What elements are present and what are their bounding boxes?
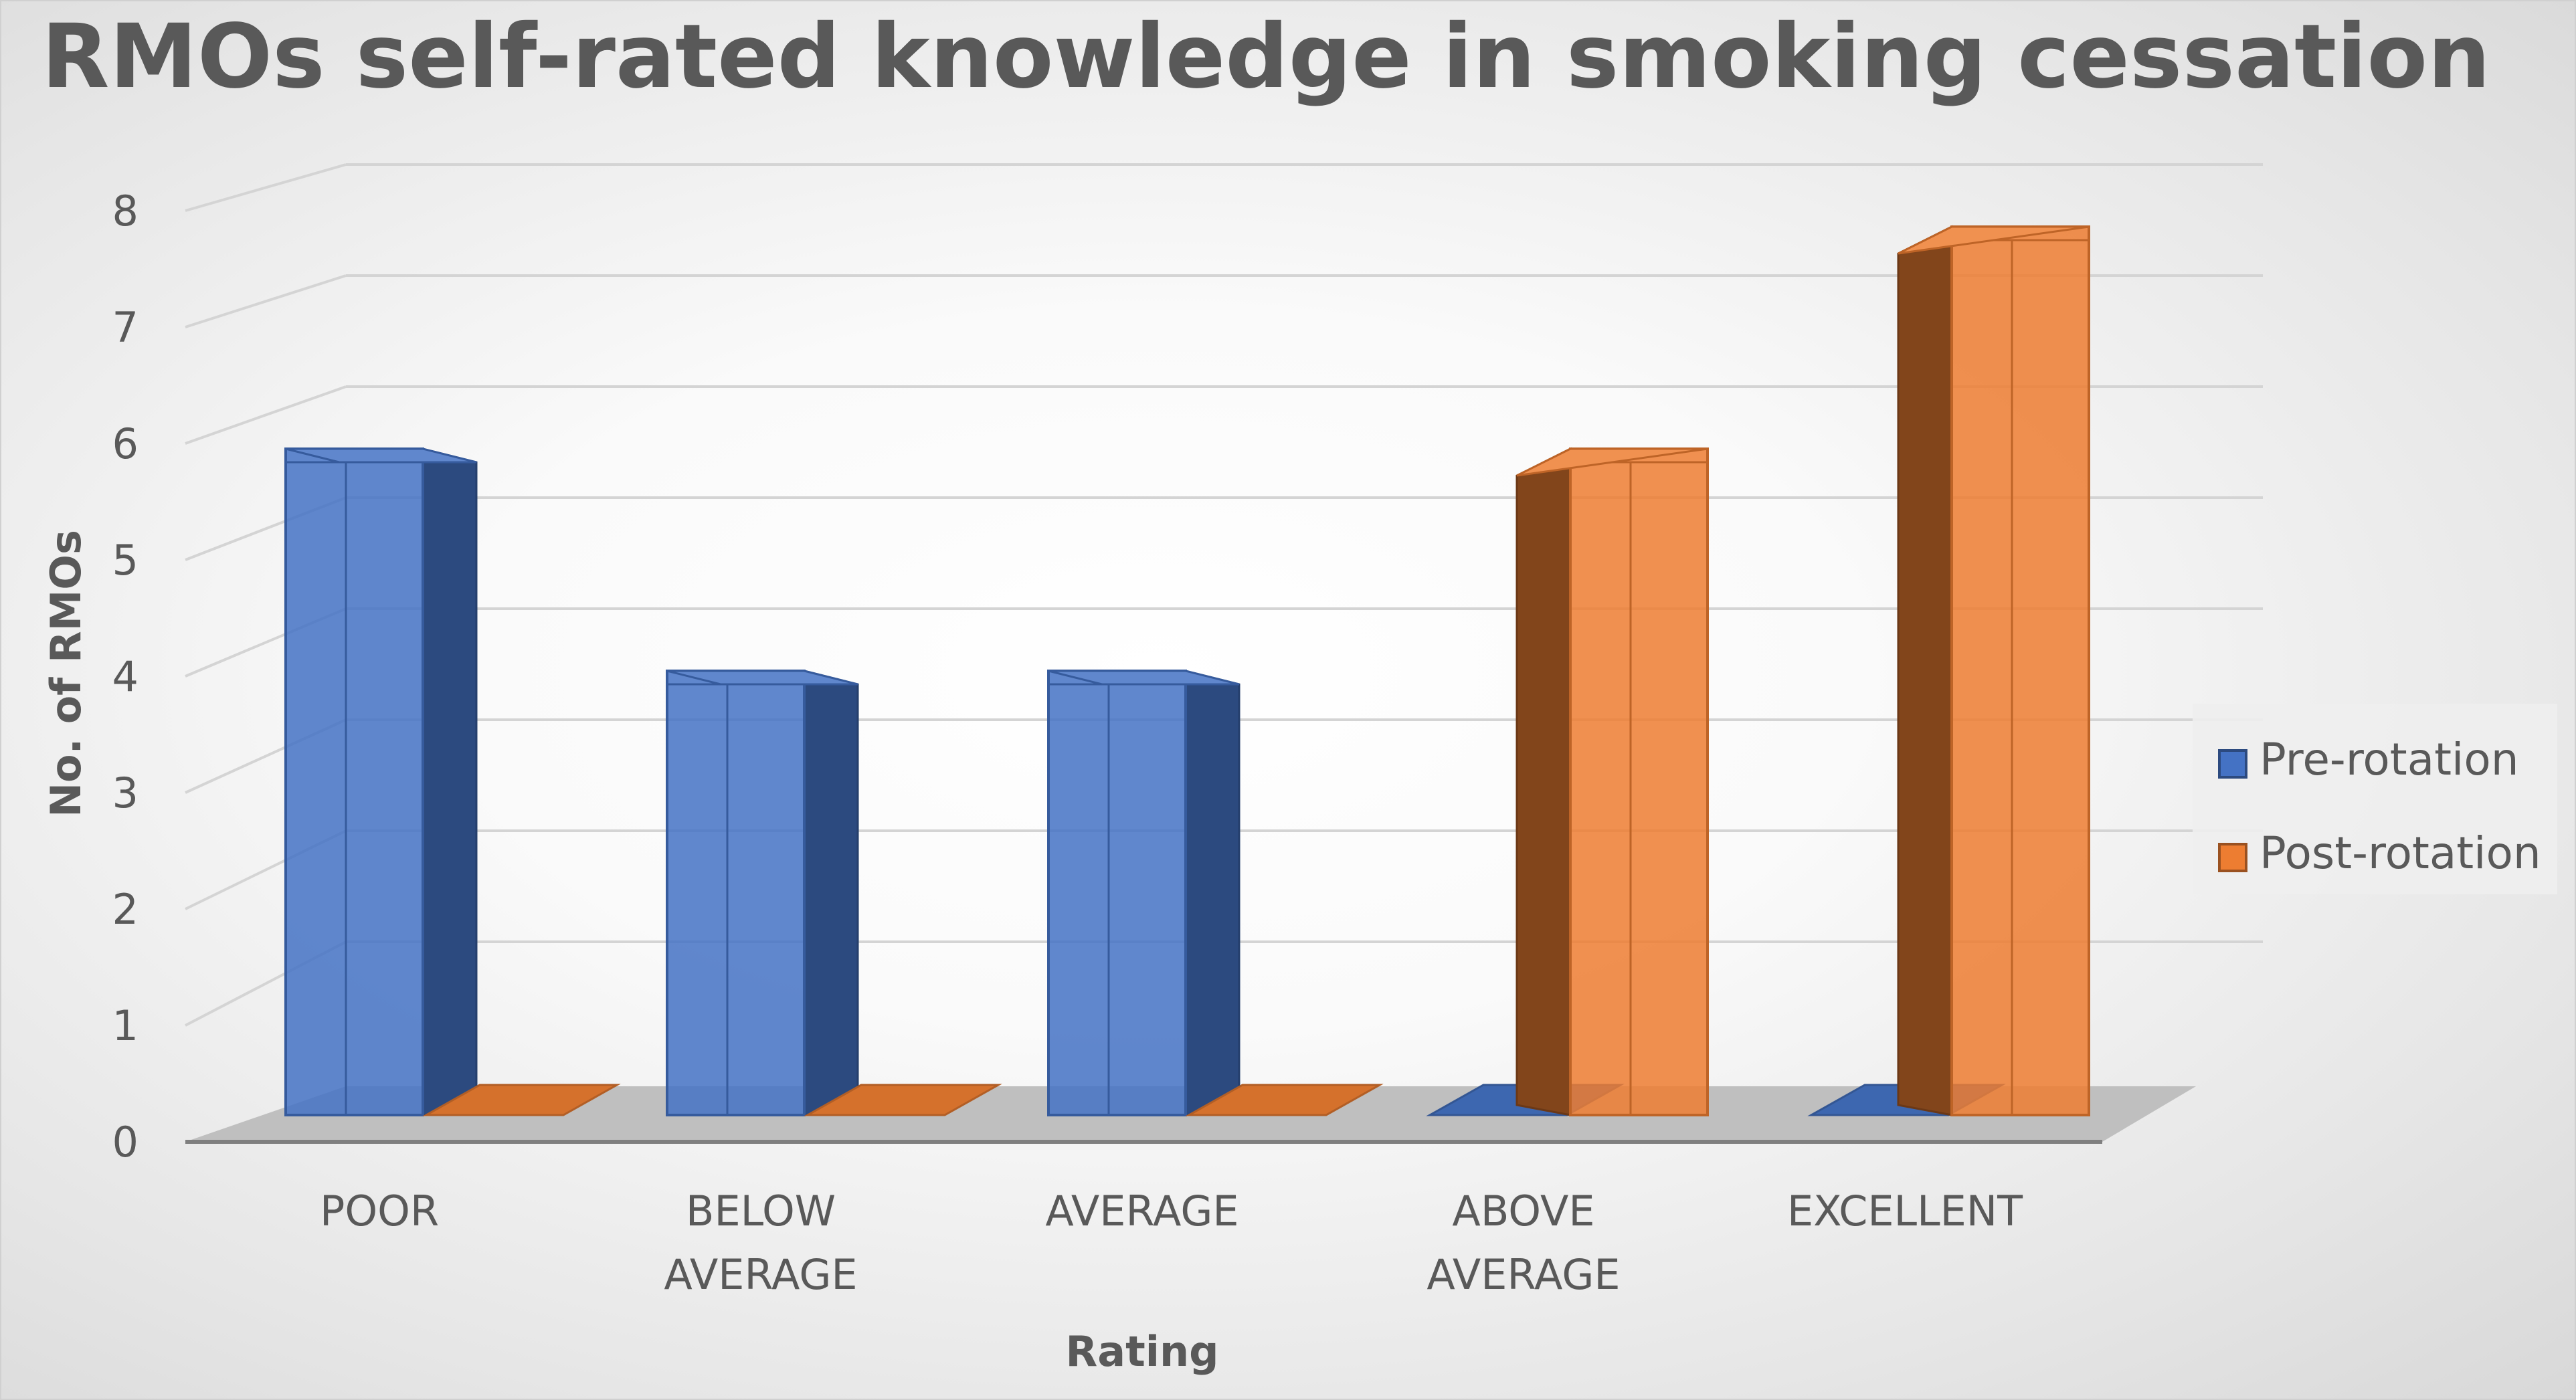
bar-pre-0	[284, 447, 478, 1116]
bar-front	[666, 670, 806, 1116]
chart-title: RMOs self-rated knowledge in smoking ces…	[41, 5, 2490, 108]
x-category-line: ABOVE	[1452, 1187, 1594, 1235]
bar-top	[285, 447, 477, 464]
bar-top	[1516, 447, 1708, 477]
y-tick-label: 3	[112, 769, 139, 817]
bar-top	[1048, 670, 1240, 686]
x-category-line: AVERAGE	[1045, 1187, 1238, 1235]
bar-front	[1950, 225, 2090, 1116]
x-category-line: BELOW	[686, 1187, 836, 1235]
bar-side	[1515, 447, 1572, 1116]
bar-top	[1898, 225, 2090, 255]
x-category-label: AVERAGE	[1045, 1187, 1238, 1235]
x-category-label: BELOW AVERAGE	[664, 1187, 857, 1299]
bar-side	[422, 447, 478, 1116]
y-tick-label: 4	[112, 652, 139, 701]
legend-label-1: Post-rotation	[2260, 827, 2541, 879]
bar-flat	[1185, 1084, 1384, 1116]
x-axis-title: Rating	[1066, 1327, 1219, 1376]
x-category-line: POOR	[320, 1187, 439, 1235]
y-axis-title: No. of RMOs	[41, 530, 90, 817]
bar-post-4	[1897, 225, 2090, 1116]
bar-pre-1	[666, 670, 859, 1116]
x-category-line: EXCELLENT	[1787, 1187, 2023, 1235]
legend-label-0: Pre-rotation	[2260, 734, 2519, 785]
bar-front	[1047, 670, 1187, 1116]
bar-pre-2	[1047, 670, 1240, 1116]
x-category-line: AVERAGE	[664, 1250, 857, 1299]
bar-front	[1569, 447, 1709, 1116]
bar-flat	[422, 1084, 621, 1116]
bar-side	[1184, 670, 1240, 1116]
y-tick-label: 0	[112, 1118, 139, 1167]
bar-top	[666, 670, 858, 686]
x-category-label: EXCELLENT	[1787, 1187, 2023, 1235]
bar-post-0	[422, 1084, 621, 1116]
y-tick-label: 8	[112, 187, 139, 235]
legend: Pre-rotation Post-rotation	[2193, 704, 2557, 894]
y-tick-label: 5	[112, 536, 139, 585]
bar-post-3	[1515, 447, 1709, 1116]
x-category-line: AVERAGE	[1427, 1250, 1620, 1299]
bar-front	[284, 447, 424, 1116]
y-axis-ticks: 0 1 2 3 4 5 6 7 8	[112, 187, 139, 1167]
legend-swatch-1	[2218, 843, 2247, 872]
gridline-side	[185, 274, 347, 328]
bar-post-2	[1185, 1084, 1384, 1116]
y-tick-label: 1	[112, 1001, 139, 1050]
gridline-side	[185, 163, 347, 212]
bar-side	[1897, 225, 1953, 1116]
x-category-label: ABOVE AVERAGE	[1427, 1187, 1620, 1299]
bar-post-1	[804, 1084, 1002, 1116]
legend-swatch-0	[2218, 749, 2247, 779]
gridline-side	[185, 385, 347, 445]
x-axis-categories: POOR BELOW AVERAGE AVERAGE ABOVE AVERAGE EXCEL…	[320, 1187, 2023, 1299]
y-tick-label: 7	[112, 303, 139, 352]
y-tick-label: 6	[112, 419, 139, 468]
legend-box	[2193, 704, 2557, 894]
y-tick-label: 2	[112, 885, 139, 934]
bars	[284, 225, 2090, 1116]
x-category-label: POOR	[320, 1187, 439, 1235]
bar-flat	[804, 1084, 1002, 1116]
bar-side	[803, 670, 859, 1116]
